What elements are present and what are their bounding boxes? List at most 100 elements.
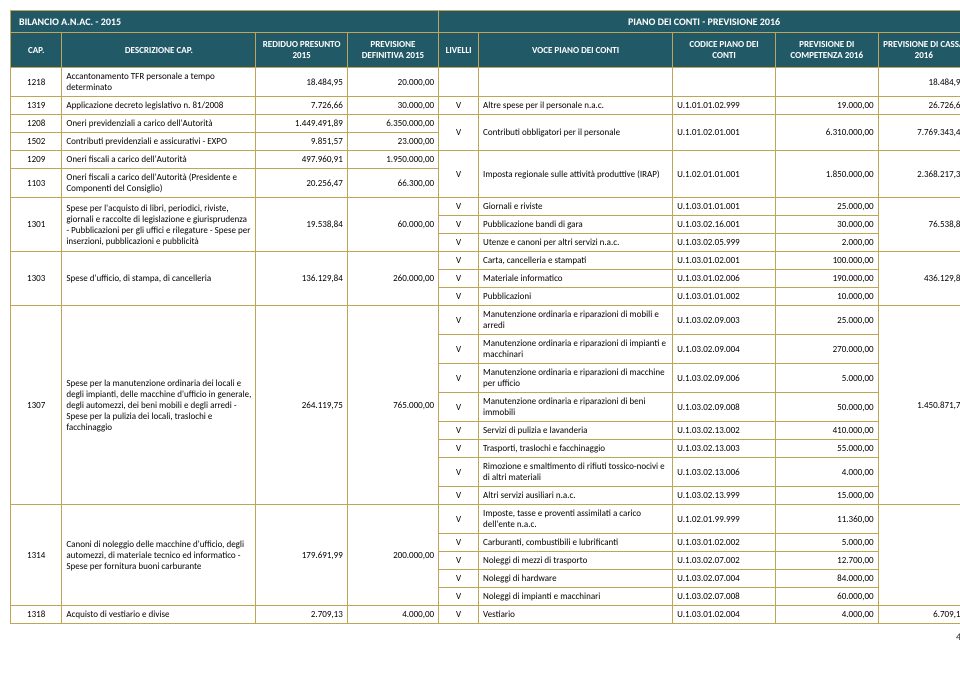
cell-voce: Pubblicazioni: [479, 288, 673, 306]
cell-p15: 765.000,00: [347, 306, 438, 505]
cell-cod: U.1.02.01.99.999: [673, 505, 776, 534]
cell-liv: V: [439, 422, 479, 440]
cell-desc: Acquisto di vestiario e divise: [62, 606, 256, 624]
cell-desc: Canoni di noleggio delle macchine d'uffi…: [62, 505, 256, 606]
cell-liv: V: [439, 216, 479, 234]
cell-voce: Utenze e canoni per altri servizi n.a.c.: [479, 234, 673, 252]
cell-cod: U.1.03.02.13.999: [673, 487, 776, 505]
cell-p15: 23.000,00: [347, 133, 438, 151]
cell-cassa: 7.769.343,46: [878, 115, 960, 151]
cell-comp: [775, 68, 878, 97]
cell-cod: U.1.03.02.16.001: [673, 216, 776, 234]
cell-voce: Servizi di pulizia e lavanderia: [479, 422, 673, 440]
cell-desc: Applicazione decreto legislativo n. 81/2…: [62, 97, 256, 115]
cell-voce: Trasporti, traslochi e facchinaggio: [479, 440, 673, 458]
cell-voce: Giornali e riviste: [479, 198, 673, 216]
cell-cod: U.1.03.02.13.003: [673, 440, 776, 458]
cell-liv: V: [439, 505, 479, 534]
cell-comp: 50.000,00: [775, 393, 878, 422]
cell-p15: 20.000,00: [347, 68, 438, 97]
cell-comp: 15.000,00: [775, 487, 878, 505]
cell-res: 179.691,99: [256, 505, 347, 606]
cell-liv: V: [439, 97, 479, 115]
cell-cod: U.1.03.01.02.001: [673, 252, 776, 270]
cell-liv: V: [439, 487, 479, 505]
cell-cap: 1318: [11, 606, 62, 624]
cell-cap: 1209: [11, 151, 62, 169]
cell-comp: 55.000,00: [775, 440, 878, 458]
cell-desc: Spese per l'acquisto di libri, periodici…: [62, 198, 256, 252]
cell-cassa: 6.709,13: [878, 606, 960, 624]
cell-cap: 1307: [11, 306, 62, 505]
cell-cassa: 2.368.217,38: [878, 151, 960, 198]
cell-voce: Noleggi di mezzi di trasporto: [479, 552, 673, 570]
cell-voce: Manutenzione ordinaria e riparazioni di …: [479, 393, 673, 422]
cell-cod: U.1.02.01.01.001: [673, 151, 776, 198]
cell-voce: Manutenzione ordinaria e riparazioni di …: [479, 306, 673, 335]
cell-cassa: 1.450.871,74: [878, 306, 960, 505]
cell-comp: 6.310.000,00: [775, 115, 878, 151]
hdr-comp: PREVISIONE DI COMPETENZA 2016: [775, 33, 878, 68]
cell-liv: V: [439, 606, 479, 624]
hdr-codice: CODICE PIANO DEI CONTI: [673, 33, 776, 68]
cell-cod: U.1.03.02.13.006: [673, 458, 776, 487]
cell-comp: 190.000,00: [775, 270, 878, 288]
cell-p15: 66.300,00: [347, 169, 438, 198]
cell-cap: 1301: [11, 198, 62, 252]
cell-desc: Contributi previdenziali e assicurativi …: [62, 133, 256, 151]
cell-comp: 84.000,00: [775, 570, 878, 588]
cell-res: 19.538,84: [256, 198, 347, 252]
cell-cap: 1208: [11, 115, 62, 133]
cell-voce: Rimozione e smaltimento di rifiuti tossi…: [479, 458, 673, 487]
cell-comp: 11.360,00: [775, 505, 878, 534]
cell-res: 7.726,66: [256, 97, 347, 115]
cell-voce: [479, 68, 673, 97]
cell-voce: Imposte, tasse e proventi assimilati a c…: [479, 505, 673, 534]
hdr-cassa: PREVISIONE DI CASSA 2016: [878, 33, 960, 68]
cell-desc: Accantonamento TFR personale a tempo det…: [62, 68, 256, 97]
cell-voce: Manutenzione ordinaria e riparazioni di …: [479, 364, 673, 393]
hdr-voce: VOCE PIANO DEI CONTI: [479, 33, 673, 68]
cell-cod: U.1.01.02.01.001: [673, 115, 776, 151]
hdr-prev15: PREVISIONE DEFINITIVA 2015: [347, 33, 438, 68]
cell-desc: Oneri previdenziali a carico dell'Autori…: [62, 115, 256, 133]
cell-comp: 25.000,00: [775, 198, 878, 216]
cell-cassa: 76.538,84: [878, 198, 960, 252]
cell-cod: U.1.01.01.02.999: [673, 97, 776, 115]
cell-cap: 1502: [11, 133, 62, 151]
cell-cod: U.1.03.01.02.002: [673, 534, 776, 552]
cell-liv: [439, 68, 479, 97]
cell-liv: V: [439, 440, 479, 458]
cell-res: 20.256,47: [256, 169, 347, 198]
cell-liv: V: [439, 364, 479, 393]
cell-comp: 30.000,00: [775, 216, 878, 234]
cell-comp: 100.000,00: [775, 252, 878, 270]
cell-desc: Oneri fiscali a carico dell'Autorità (Pr…: [62, 169, 256, 198]
cell-comp: 10.000,00: [775, 288, 878, 306]
cell-res: 497.960,91: [256, 151, 347, 169]
cell-p15: 200.000,00: [347, 505, 438, 606]
cell-voce: Carta, cancelleria e stampati: [479, 252, 673, 270]
cell-cod: U.1.03.02.07.008: [673, 588, 776, 606]
cell-cod: U.1.03.01.01.002: [673, 288, 776, 306]
page-number: 4/8: [10, 624, 960, 643]
cell-liv: V: [439, 252, 479, 270]
cell-cod: U.1.03.02.09.004: [673, 335, 776, 364]
hdr-cap: CAP.: [11, 33, 62, 68]
cell-voce: Noleggi di hardware: [479, 570, 673, 588]
cell-liv: V: [439, 151, 479, 198]
cell-liv: V: [439, 270, 479, 288]
cell-cod: U.1.03.02.09.003: [673, 306, 776, 335]
cell-comp: 19.000,00: [775, 97, 878, 115]
cell-liv: V: [439, 588, 479, 606]
cell-p15: 4.000,00: [347, 606, 438, 624]
cell-cap: 1218: [11, 68, 62, 97]
cell-res: 18.484,95: [256, 68, 347, 97]
cell-cap: 1303: [11, 252, 62, 306]
cell-cod: [673, 68, 776, 97]
budget-table: BILANCIO A.N.AC. - 2015 PIANO DEI CONTI …: [10, 10, 960, 624]
cell-cod: U.1.03.02.07.002: [673, 552, 776, 570]
cell-comp: 60.000,00: [775, 588, 878, 606]
cell-p15: 30.000,00: [347, 97, 438, 115]
cell-comp: 5.000,00: [775, 364, 878, 393]
